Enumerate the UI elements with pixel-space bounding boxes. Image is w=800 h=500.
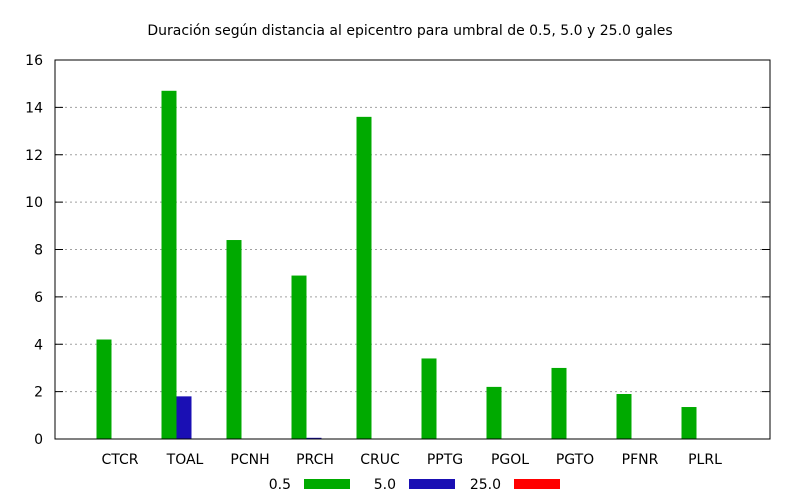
plot-frame (54, 59, 771, 440)
chart-title: Duración según distancia al epicentro pa… (147, 23, 672, 39)
x-tick-label: CRUC (360, 452, 400, 468)
bar-pcnh-0_5 (226, 240, 242, 439)
y-tick-label: 4 (34, 337, 43, 353)
y-tick-label: 10 (25, 195, 43, 211)
x-tick-label: PRCH (296, 452, 334, 468)
y-axis-ticks: 0 2 4 6 8 10 12 14 16 (25, 53, 770, 448)
legend-swatch (304, 479, 350, 489)
bars (96, 90, 697, 439)
bar-prch-0_5 (291, 275, 307, 439)
bar-pgto-0_5 (551, 367, 567, 439)
bar-toal-0_5 (161, 90, 177, 439)
bar-ctcr-0_5 (96, 339, 112, 439)
legend-label: 5.0 (374, 477, 396, 493)
x-tick-label: PGTO (556, 452, 594, 468)
legend: 0.5 5.0 25.0 (269, 477, 560, 493)
x-tick-label: TOAL (166, 452, 204, 468)
y-tick-label: 12 (25, 148, 43, 164)
bar-pfnr-0_5 (616, 393, 632, 439)
bar-pptg-0_5 (421, 358, 437, 439)
bar-plrl-0_5 (681, 407, 697, 439)
y-tick-label: 8 (34, 243, 43, 259)
bar-pgol-0_5 (486, 386, 502, 439)
x-tick-label: PCNH (230, 452, 269, 468)
x-tick-label: PPTG (427, 452, 463, 468)
bar-toal-5_0 (176, 396, 192, 439)
legend-label: 25.0 (470, 477, 501, 493)
y-tick-label: 16 (25, 53, 43, 69)
x-tick-label: CTCR (101, 452, 138, 468)
y-tick-label: 14 (25, 100, 43, 116)
legend-swatch (409, 479, 455, 489)
grid-lines (55, 106, 770, 393)
bar-prch-5_0 (306, 437, 322, 439)
x-axis-ticks: CTCR TOAL PCNH PRCH CRUC PPTG PGOL PGTO PFNR PLRL (101, 452, 722, 468)
x-tick-label: PGOL (491, 452, 529, 468)
legend-label: 0.5 (269, 477, 291, 493)
x-tick-label: PFNR (622, 452, 659, 468)
bar-cruc-0_5 (356, 116, 372, 439)
y-tick-label: 2 (34, 385, 43, 401)
y-tick-label: 6 (34, 290, 43, 306)
legend-swatch (514, 479, 560, 489)
y-tick-label: 0 (34, 432, 43, 448)
x-tick-label: PLRL (688, 452, 722, 468)
